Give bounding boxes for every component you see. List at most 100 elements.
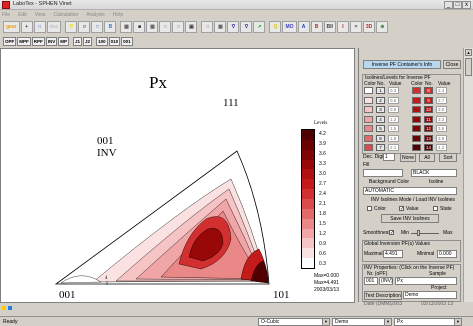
isoline-color-swatch[interactable] xyxy=(364,144,373,151)
text-description-button[interactable]: Text Description xyxy=(364,291,402,300)
toolbar-button-19[interactable]: Q xyxy=(269,21,282,33)
inverse-pf-info-button[interactable]: Inverse PF Container's Info xyxy=(363,60,441,69)
toolbar-button-26[interactable]: 3D xyxy=(362,21,376,33)
toolbar-button-22[interactable]: B xyxy=(310,21,323,33)
isoline-color-swatch[interactable] xyxy=(412,115,421,123)
isoline-color-swatch[interactable] xyxy=(364,96,373,104)
isoline-value-field[interactable]: 2.1 xyxy=(388,144,399,151)
color-checkbox[interactable] xyxy=(367,206,372,211)
pf-toolbar-button-j1[interactable]: J1 xyxy=(73,36,83,46)
pf-toolbar-button-010[interactable]: 010 xyxy=(108,36,121,46)
toolbar-button-17[interactable]: ∇ xyxy=(240,21,253,33)
isoline-color-swatch[interactable] xyxy=(364,87,373,94)
toolbar-button-0[interactable]: gear xyxy=(3,21,20,33)
pf-toolbar-button-opf[interactable]: OPF xyxy=(3,36,17,46)
minimize-button[interactable]: _ xyxy=(444,1,453,9)
toolbar-button-2[interactable]: □ xyxy=(33,21,46,33)
menu-help[interactable]: Help xyxy=(112,11,124,18)
isoline-value-field[interactable]: 1.5 xyxy=(388,125,399,132)
isoline-value-field[interactable]: 2.4 xyxy=(436,87,447,94)
toolbar-button-27[interactable]: ⊕ xyxy=(376,21,389,33)
all-button[interactable]: All xyxy=(419,153,435,162)
isoline-color-swatch[interactable] xyxy=(364,106,373,113)
isoline-color-swatch[interactable] xyxy=(412,134,421,142)
menu-calculation[interactable]: Calculation xyxy=(53,11,79,18)
toolbar-button-3[interactable]: doc xyxy=(46,21,62,33)
pf-toolbar-button-inv[interactable]: INV xyxy=(45,36,58,46)
toolbar-button-12[interactable]: □ xyxy=(172,21,185,33)
isoline-color-swatch[interactable] xyxy=(364,134,373,142)
pf-toolbar-button-j2[interactable]: J2 xyxy=(83,36,93,46)
toolbar-button-15[interactable]: ▦ xyxy=(214,21,227,33)
state-checkbox[interactable] xyxy=(433,206,438,211)
fill-blank-select[interactable] xyxy=(363,169,403,177)
toolbar-button-9[interactable]: ■ xyxy=(133,21,146,33)
isoline-color-swatch[interactable] xyxy=(412,125,421,132)
fill-color-select[interactable]: BLACK xyxy=(411,169,457,177)
isoline-value-field[interactable]: 2.7 xyxy=(436,96,447,104)
maximize-button[interactable]: □ xyxy=(453,1,462,9)
symmetry-select[interactable]: O-Cubic ▼ xyxy=(258,318,330,326)
sample-select[interactable]: Px ▼ xyxy=(394,318,462,326)
menu-analysis[interactable]: Analysis xyxy=(86,11,105,18)
pf-toolbar-button-rpf[interactable]: RPF xyxy=(31,36,45,46)
toolbar-button-25[interactable]: = xyxy=(349,21,362,33)
panel-close-button[interactable]: Close xyxy=(443,60,461,69)
toolbar-button-20[interactable]: MO xyxy=(282,21,297,33)
isoline-color-swatch[interactable] xyxy=(412,87,421,94)
sort-button[interactable]: Sort xyxy=(439,153,457,162)
menu-file[interactable]: File xyxy=(2,11,11,18)
menu-view[interactable]: View xyxy=(34,11,46,18)
toolbar-button-21[interactable]: A xyxy=(297,21,310,33)
toolbar-button-14[interactable]: □ xyxy=(201,21,214,33)
toolbar-button-1[interactable]: + xyxy=(20,21,33,33)
isoline-value-field[interactable]: 1.2 xyxy=(388,115,399,123)
toolbar-button-5[interactable]: σ xyxy=(78,21,91,33)
toolbar-button-16[interactable]: ∇ xyxy=(227,21,240,33)
isoline-color-swatch[interactable] xyxy=(412,96,421,104)
automatic-select[interactable]: AUTOMATIC xyxy=(363,187,457,195)
menu-edit[interactable]: Edit xyxy=(18,11,27,18)
toolbar-button-6[interactable]: □ xyxy=(91,21,104,33)
toolbar-button-24[interactable]: I xyxy=(336,21,349,33)
toolbar-button-13[interactable]: ▣ xyxy=(185,21,198,33)
isoline-value-field[interactable]: 4.2 xyxy=(436,144,447,151)
isoline-value-field[interactable]: 3.3 xyxy=(436,115,447,123)
toolbar-button-7[interactable]: B xyxy=(104,21,117,33)
dec-digit-stepper[interactable]: 1 xyxy=(383,153,395,161)
value-checkbox[interactable]: ✓ xyxy=(399,206,405,212)
pf-toolbar-button-mpf[interactable]: MPF xyxy=(17,36,31,46)
isoline-color-swatch[interactable] xyxy=(364,125,373,132)
pf-toolbar-button-mp[interactable]: MP xyxy=(58,36,70,46)
panel-scrollbar[interactable]: ▲ xyxy=(463,48,473,302)
toolbar-button-8[interactable]: ▦ xyxy=(120,21,133,33)
sample-dropdown-icon[interactable]: ▼ xyxy=(454,319,461,325)
toolbar-button-10[interactable]: ▦ xyxy=(146,21,159,33)
isoline-value-field[interactable]: 3.9 xyxy=(436,134,447,142)
isoline-value-field[interactable]: 0.3 xyxy=(388,87,399,94)
isoline-value-field[interactable]: 0.6 xyxy=(388,96,399,104)
isoline-value-field[interactable]: 3.6 xyxy=(436,125,447,132)
isoline-value-field[interactable]: 1.8 xyxy=(388,134,399,142)
none-button[interactable]: None xyxy=(400,153,416,162)
smoothness-checkbox[interactable]: ✓ xyxy=(389,230,395,236)
project-select[interactable]: Demo ▼ xyxy=(332,318,392,326)
scroll-thumb[interactable] xyxy=(465,58,472,76)
smoothness-slider-track[interactable] xyxy=(411,233,439,234)
pf-toolbar-button-001[interactable]: 001 xyxy=(121,36,133,46)
symmetry-dropdown-icon[interactable]: ▼ xyxy=(322,319,329,325)
toolbar-button-23[interactable]: BII xyxy=(323,21,336,33)
toolbar-button-18[interactable]: ↗ xyxy=(253,21,266,33)
project-dropdown-icon[interactable]: ▼ xyxy=(384,319,391,325)
isoline-value-field[interactable]: 3.0 xyxy=(436,106,447,113)
isoline-value-field[interactable]: 0.9 xyxy=(388,106,399,113)
isoline-color-swatch[interactable] xyxy=(412,106,421,113)
smoothness-slider-thumb[interactable] xyxy=(417,230,420,236)
isoline-color-swatch[interactable] xyxy=(364,115,373,123)
toolbar-button-11[interactable]: □ xyxy=(159,21,172,33)
scroll-up-arrow-icon[interactable]: ▲ xyxy=(465,49,472,56)
save-inv-isolines-button[interactable]: Save INV Isolines xyxy=(381,214,439,223)
pf-toolbar-button-100[interactable]: 100 xyxy=(96,36,108,46)
inverse-pf-plot[interactable]: Px 111 001 INV 001 101 4 Levels 4.2 3.9 3.… xyxy=(0,48,355,303)
isoline-color-swatch[interactable] xyxy=(412,144,421,151)
